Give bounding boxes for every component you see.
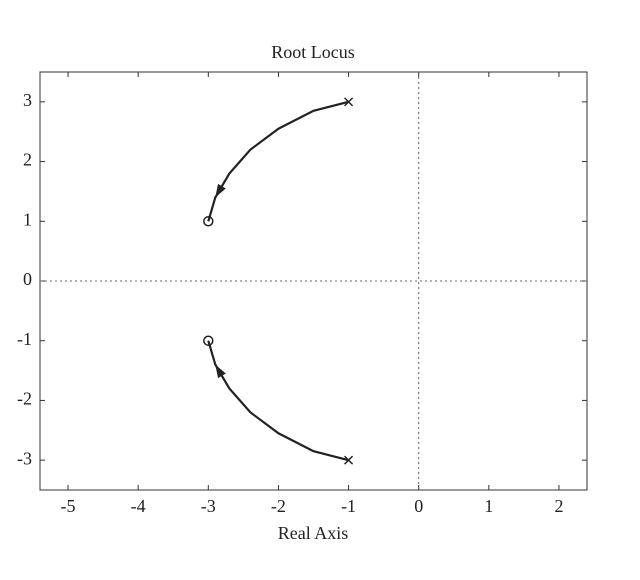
x-tick-label: -2 xyxy=(271,496,286,516)
plot-frame xyxy=(39,71,588,491)
pole-marker xyxy=(344,455,354,465)
x-tick-label: 1 xyxy=(484,496,493,516)
zero-marker xyxy=(203,216,214,227)
y-tick-label: -2 xyxy=(17,389,32,409)
direction-arrow xyxy=(215,183,226,198)
y-tick-label: 3 xyxy=(23,90,32,110)
x-tick-label: -5 xyxy=(61,496,76,516)
x-tick-label: -1 xyxy=(341,496,356,516)
y-tick-label: 1 xyxy=(23,209,32,229)
x-tick-label: -4 xyxy=(131,496,146,516)
y-tick-label: 0 xyxy=(23,269,32,289)
x-axis-label: Real Axis xyxy=(278,523,349,543)
y-tick-label: 2 xyxy=(23,150,32,170)
locus-line xyxy=(207,100,349,222)
y-tick-label: -3 xyxy=(17,448,32,468)
x-tick-label: 2 xyxy=(554,496,563,516)
chart-title: Root Locus xyxy=(271,42,355,62)
zero-marker xyxy=(203,335,214,346)
pole-marker xyxy=(344,97,354,107)
direction-arrow xyxy=(215,364,226,379)
x-tick-label: 0 xyxy=(414,496,423,516)
x-tick-label: -3 xyxy=(201,496,216,516)
y-tick-label: -1 xyxy=(17,329,32,349)
locus-line xyxy=(207,340,349,462)
